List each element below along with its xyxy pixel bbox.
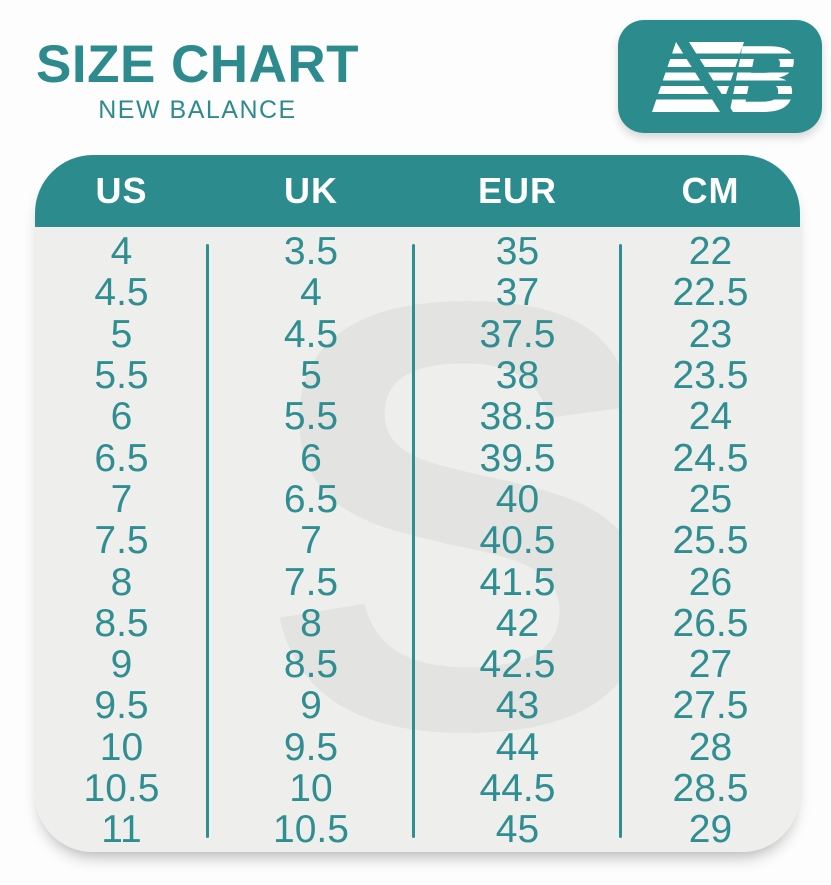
size-cell: 8.5 <box>94 601 149 645</box>
size-cell: 27.5 <box>672 684 749 728</box>
size-cell: 5.5 <box>94 354 149 398</box>
size-cell: 38 <box>495 354 540 398</box>
size-cell: 25 <box>688 477 733 521</box>
size-cell: 7 <box>110 477 133 521</box>
size-cell: 29 <box>688 808 733 852</box>
title-block: SIZE CHART NEW BALANCE <box>36 38 359 125</box>
size-cell: 9 <box>300 684 322 728</box>
size-cell: 6 <box>110 395 133 439</box>
column-header-eur: EUR <box>477 170 557 211</box>
size-cell: 22 <box>688 230 733 274</box>
size-cell: 28.5 <box>672 767 749 810</box>
size-cell: 40.5 <box>479 519 556 563</box>
size-cell: 23.5 <box>672 354 749 398</box>
size-cell: 10 <box>289 767 333 810</box>
size-cell: 38.5 <box>479 395 556 439</box>
size-cell: 5 <box>110 312 133 356</box>
page-subtitle: NEW BALANCE <box>98 96 297 124</box>
size-cell: 7 <box>300 519 322 563</box>
size-cell: 9.5 <box>283 725 339 769</box>
size-cell: 23 <box>688 312 733 356</box>
size-cell: 6.5 <box>283 477 339 521</box>
column-divider <box>619 244 622 838</box>
size-cell: 8 <box>110 560 133 604</box>
size-cell: 25.5 <box>672 519 749 563</box>
size-cell: 9.5 <box>94 684 149 728</box>
size-cell: 39.5 <box>479 436 556 480</box>
column-header-us: US <box>95 170 148 211</box>
size-cell: 4.5 <box>94 271 149 315</box>
size-cell: 26.5 <box>672 601 749 645</box>
size-cell: 35 <box>495 230 540 274</box>
size-cell: 5.5 <box>283 395 339 439</box>
size-cell: 44.5 <box>479 767 556 810</box>
size-cell: 8.5 <box>283 643 339 687</box>
new-balance-logo: B <box>618 20 822 133</box>
size-cell: 27 <box>688 643 733 687</box>
size-cell: 7.5 <box>94 519 149 563</box>
size-cell: 6 <box>300 436 322 480</box>
table-header-row: US UK EUR CM <box>35 155 800 227</box>
size-cell: 42 <box>495 601 540 645</box>
size-cell: 10.5 <box>273 808 349 852</box>
size-cell: 44 <box>495 725 540 769</box>
size-cell: 9 <box>110 643 133 687</box>
size-cell: 5 <box>300 354 322 398</box>
size-cell: 43 <box>495 684 540 728</box>
nb-monogram-icon: B <box>634 26 808 133</box>
size-cell: 40 <box>495 477 540 521</box>
size-cell: 24 <box>688 395 733 439</box>
size-cell: 41.5 <box>479 560 556 604</box>
size-cell: 24.5 <box>672 436 749 480</box>
column-header-cm: CM <box>681 170 740 211</box>
nb-monogram-b: B <box>728 26 797 133</box>
size-cell: 4 <box>110 230 133 274</box>
size-cell: 28 <box>688 725 733 769</box>
size-cell: 37 <box>495 271 540 315</box>
size-cell: 45 <box>495 808 540 852</box>
size-cell: 4.5 <box>283 312 339 356</box>
table-body: S 4 3.5 35 22 4.5 4 37 22.5 5 4.5 37.5 23 5.5 5 38 23.5… <box>35 227 800 852</box>
size-cell: 11 <box>101 808 142 852</box>
size-cell: 10.5 <box>83 767 160 810</box>
size-cell: 4 <box>300 271 322 315</box>
size-cell: 26 <box>688 560 733 604</box>
size-cell: 22.5 <box>672 271 749 315</box>
column-divider <box>412 244 415 838</box>
size-cell: 6.5 <box>94 436 149 480</box>
page-title: SIZE CHART <box>36 35 359 94</box>
table-body-grid: 4 3.5 35 22 4.5 4 37 22.5 5 4.5 37.5 23 5.5 5 38 23.5 6 5… <box>35 231 800 850</box>
size-cell: 37.5 <box>479 312 556 356</box>
column-header-uk: UK <box>284 170 338 211</box>
size-cell: 3.5 <box>283 230 339 274</box>
size-cell: 8 <box>300 601 322 645</box>
size-cell: 10 <box>99 725 144 769</box>
column-divider <box>206 244 209 838</box>
size-cell: 42.5 <box>479 643 556 687</box>
size-cell: 7.5 <box>283 560 339 604</box>
size-chart-card: US UK EUR CM S 4 3.5 35 22 4.5 4 37 22.5 5 4.5 37.… <box>35 155 800 852</box>
